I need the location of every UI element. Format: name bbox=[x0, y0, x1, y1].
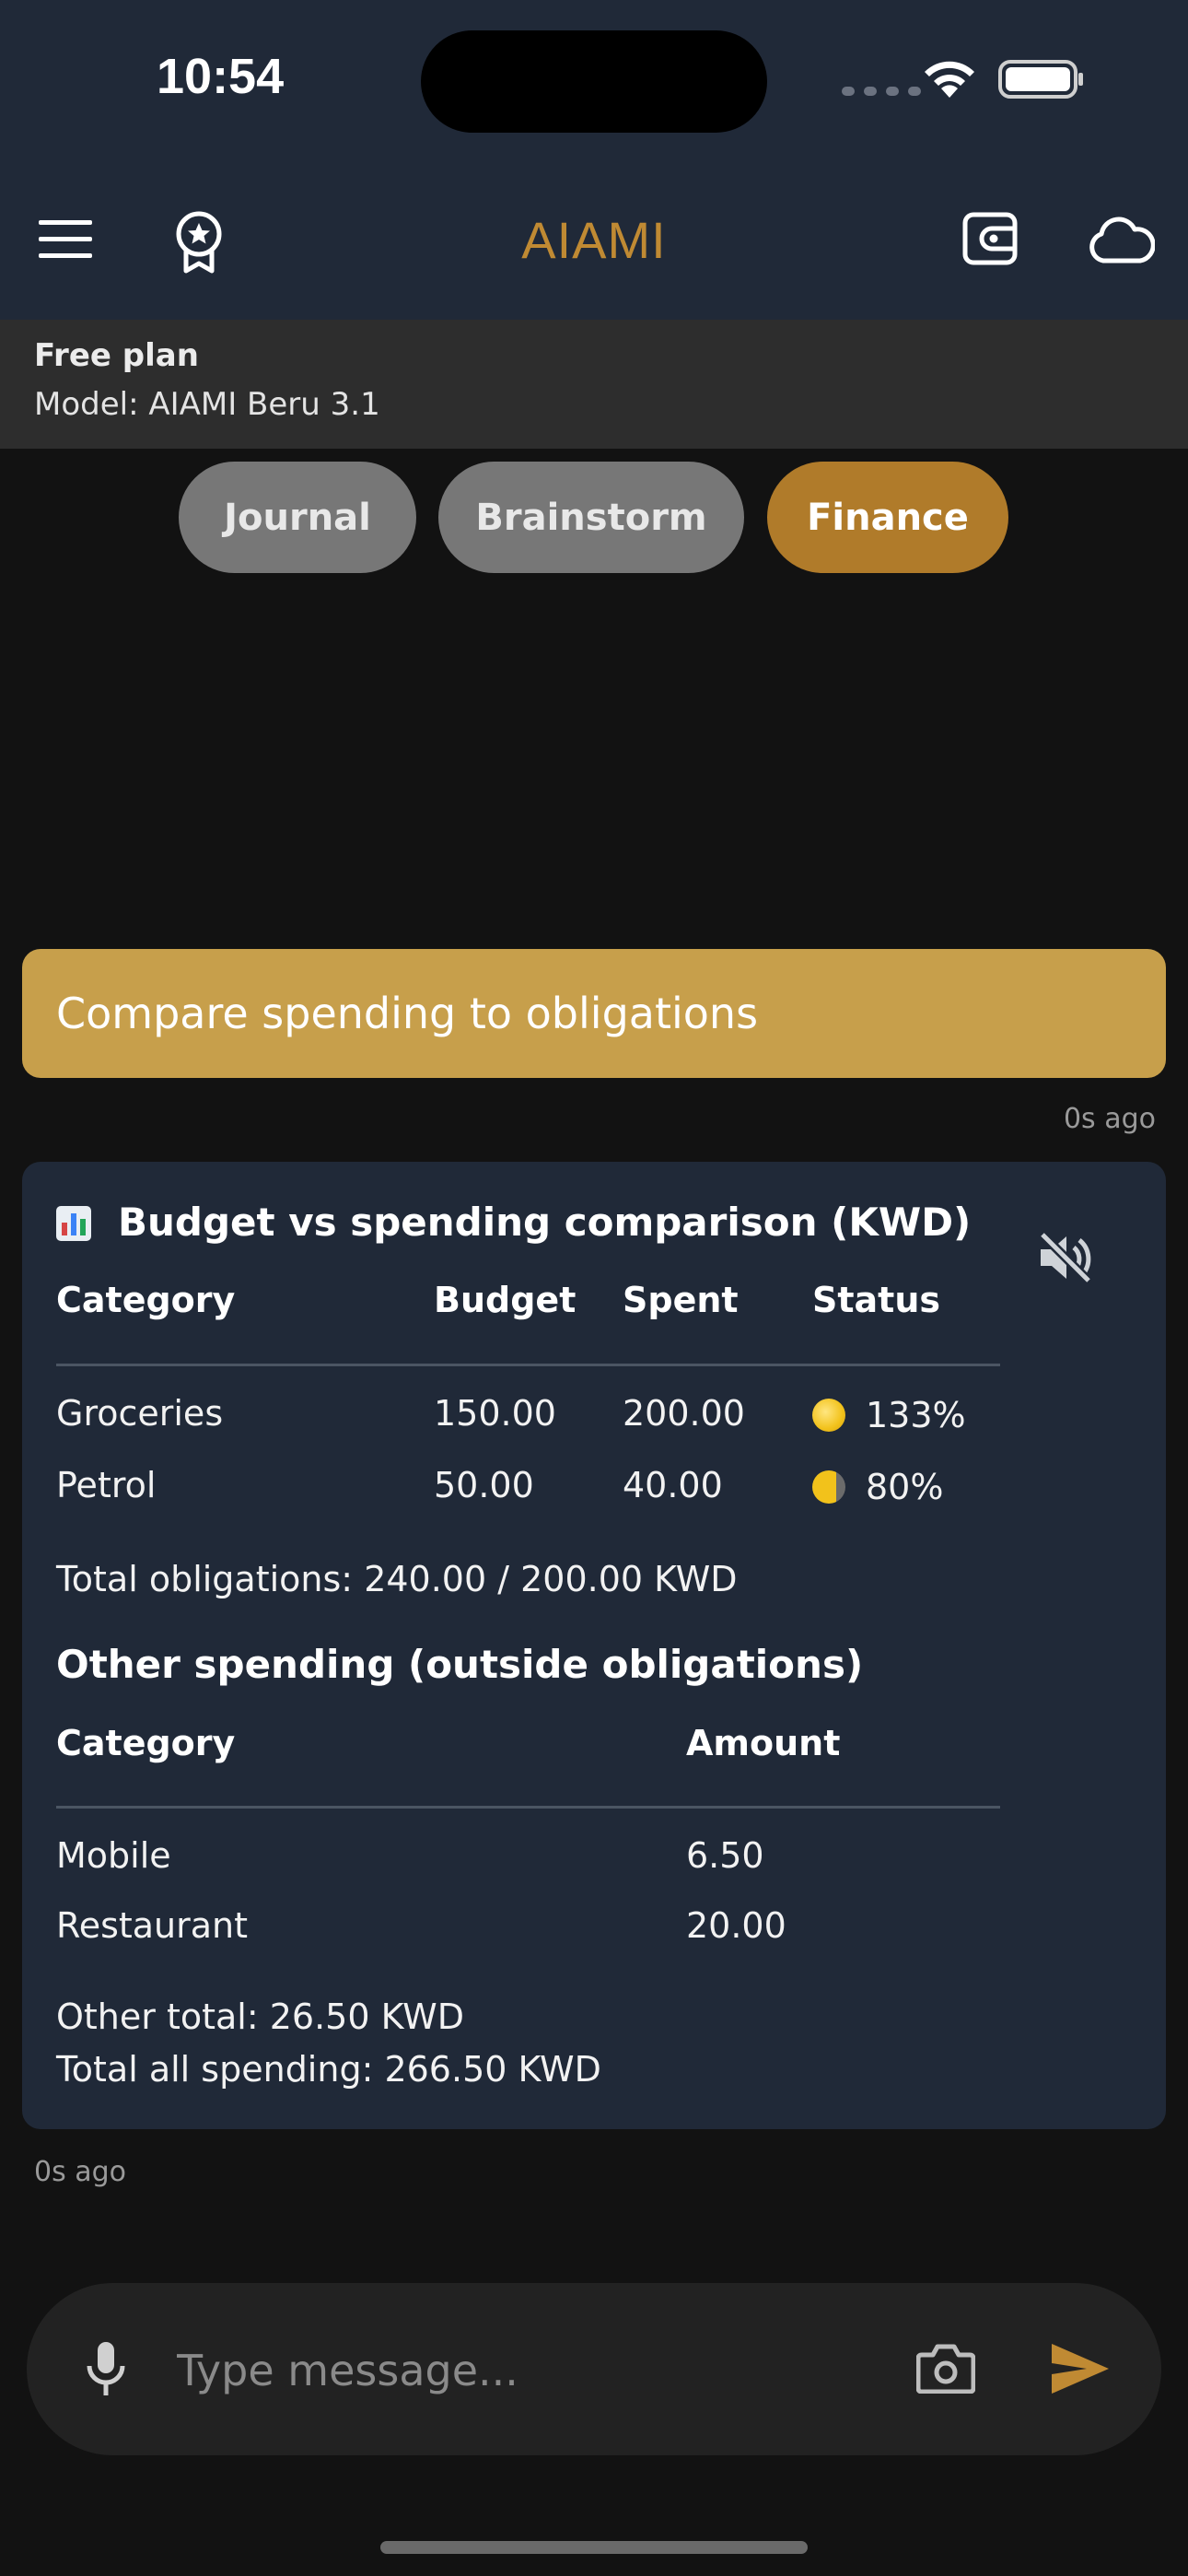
table2-row1-amount: 6.50 bbox=[686, 1835, 764, 1876]
table2-row2-category: Restaurant bbox=[56, 1905, 249, 1946]
table2-header-amount: Amount bbox=[686, 1723, 841, 1763]
user-message-timestamp: 0s ago bbox=[1063, 1103, 1156, 1135]
table2-divider bbox=[56, 1806, 1000, 1809]
plan-bar bbox=[0, 320, 1188, 449]
plan-model: Model: AIAMI Beru 3.1 bbox=[34, 386, 380, 423]
microphone-icon[interactable] bbox=[85, 2340, 127, 2397]
total-obligations: Total obligations: 240.00 / 200.00 KWD bbox=[56, 1559, 738, 1599]
home-indicator bbox=[380, 2541, 808, 2554]
award-badge-icon[interactable] bbox=[171, 210, 227, 275]
table1-row1-spent: 200.00 bbox=[623, 1393, 745, 1434]
other-total: Other total: 26.50 KWD bbox=[56, 1996, 465, 2037]
battery-icon bbox=[998, 60, 1083, 99]
table1-divider bbox=[56, 1364, 1000, 1366]
table1-row2-category: Petrol bbox=[56, 1465, 157, 1505]
table1-header-status: Status bbox=[812, 1280, 941, 1320]
table1-header-budget: Budget bbox=[434, 1280, 577, 1320]
table1-row2-spent: 40.00 bbox=[623, 1465, 723, 1505]
ai-message-card bbox=[22, 1162, 1166, 2129]
ai-message-title: Budget vs spending comparison (KWD) bbox=[118, 1200, 972, 1245]
table1-row2-status: 80% bbox=[866, 1467, 944, 1507]
wifi-icon bbox=[925, 61, 974, 98]
user-message-text: Compare spending to obligations bbox=[56, 989, 759, 1038]
status-time: 10:54 bbox=[157, 49, 285, 104]
table2-row2-amount: 20.00 bbox=[686, 1905, 786, 1946]
user-message-bubble: Compare spending to obligations bbox=[22, 949, 1166, 1078]
table2-row1-category: Mobile bbox=[56, 1835, 171, 1876]
table1-row1-budget: 150.00 bbox=[434, 1393, 556, 1434]
other-spending-heading: Other spending (outside obligations) bbox=[56, 1642, 864, 1687]
plan-title: Free plan bbox=[34, 337, 199, 374]
table1-row1-status: 133% bbox=[866, 1395, 966, 1435]
table1-row1-category: Groceries bbox=[56, 1393, 224, 1434]
table1-header-category: Category bbox=[56, 1280, 236, 1320]
tab-finance[interactable]: Finance bbox=[767, 462, 1008, 573]
send-icon[interactable] bbox=[1050, 2342, 1111, 2395]
waning-gibbous-moon-icon bbox=[812, 1470, 845, 1504]
menu-icon[interactable] bbox=[39, 218, 92, 261]
total-all-spending: Total all spending: 266.50 KWD bbox=[56, 2049, 601, 2090]
tab-journal[interactable]: Journal bbox=[179, 462, 416, 573]
app-title: AIAMI bbox=[521, 211, 667, 269]
table1-header-spent: Spent bbox=[623, 1280, 739, 1320]
bar-chart-icon bbox=[56, 1206, 91, 1241]
dynamic-island bbox=[421, 30, 767, 133]
full-moon-icon bbox=[812, 1399, 845, 1432]
wallet-icon[interactable] bbox=[962, 212, 1018, 265]
ai-message-timestamp: 0s ago bbox=[34, 2156, 127, 2188]
table1-row2-budget: 50.00 bbox=[434, 1465, 534, 1505]
cellular-signal-icon bbox=[842, 87, 921, 96]
tab-brainstorm[interactable]: Brainstorm bbox=[438, 462, 744, 573]
message-input[interactable] bbox=[175, 2331, 879, 2410]
cloud-icon[interactable] bbox=[1087, 217, 1155, 264]
table2-header-category: Category bbox=[56, 1723, 236, 1763]
camera-icon[interactable] bbox=[916, 2342, 975, 2394]
speaker-muted-icon[interactable] bbox=[1037, 1229, 1094, 1286]
